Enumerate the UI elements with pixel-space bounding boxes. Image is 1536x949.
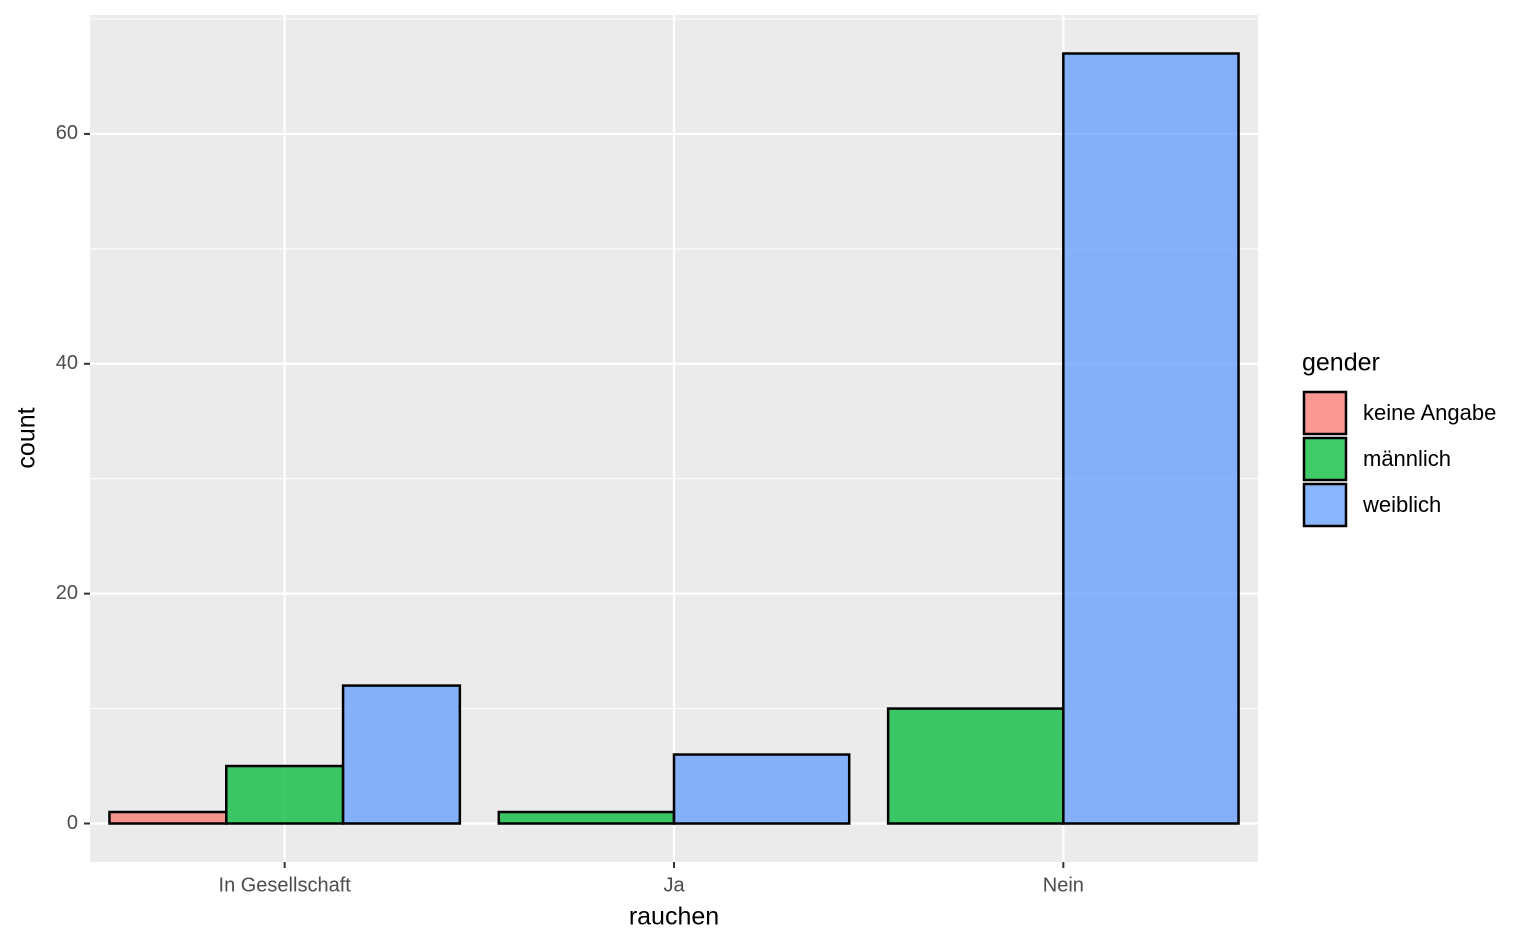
y-axis-title: count [13,407,41,468]
bar [497,810,676,825]
y-tick-label: 40 [56,352,78,374]
legend-label: weiblich [1362,492,1441,517]
legend-key [1302,390,1348,436]
x-axis-title: rauchen [629,903,719,931]
x-tick-label: Nein [1043,874,1084,896]
y-tick-label: 60 [56,122,78,144]
legend-label: männlich [1363,446,1451,471]
bar [672,753,851,825]
y-tick-label: 0 [67,812,78,834]
bar [108,810,228,825]
bar [1062,52,1240,825]
legend-title: gender [1302,349,1380,377]
x-tick-label: Ja [663,874,685,896]
legend-key [1302,436,1348,482]
bar [225,764,345,825]
legend-key [1302,482,1348,528]
legend-label: keine Angabe [1363,400,1496,425]
bar [886,707,1065,825]
y-tick-label: 20 [56,582,78,604]
x-tick-label: In Gesellschaft [219,874,352,896]
bar [341,684,462,825]
